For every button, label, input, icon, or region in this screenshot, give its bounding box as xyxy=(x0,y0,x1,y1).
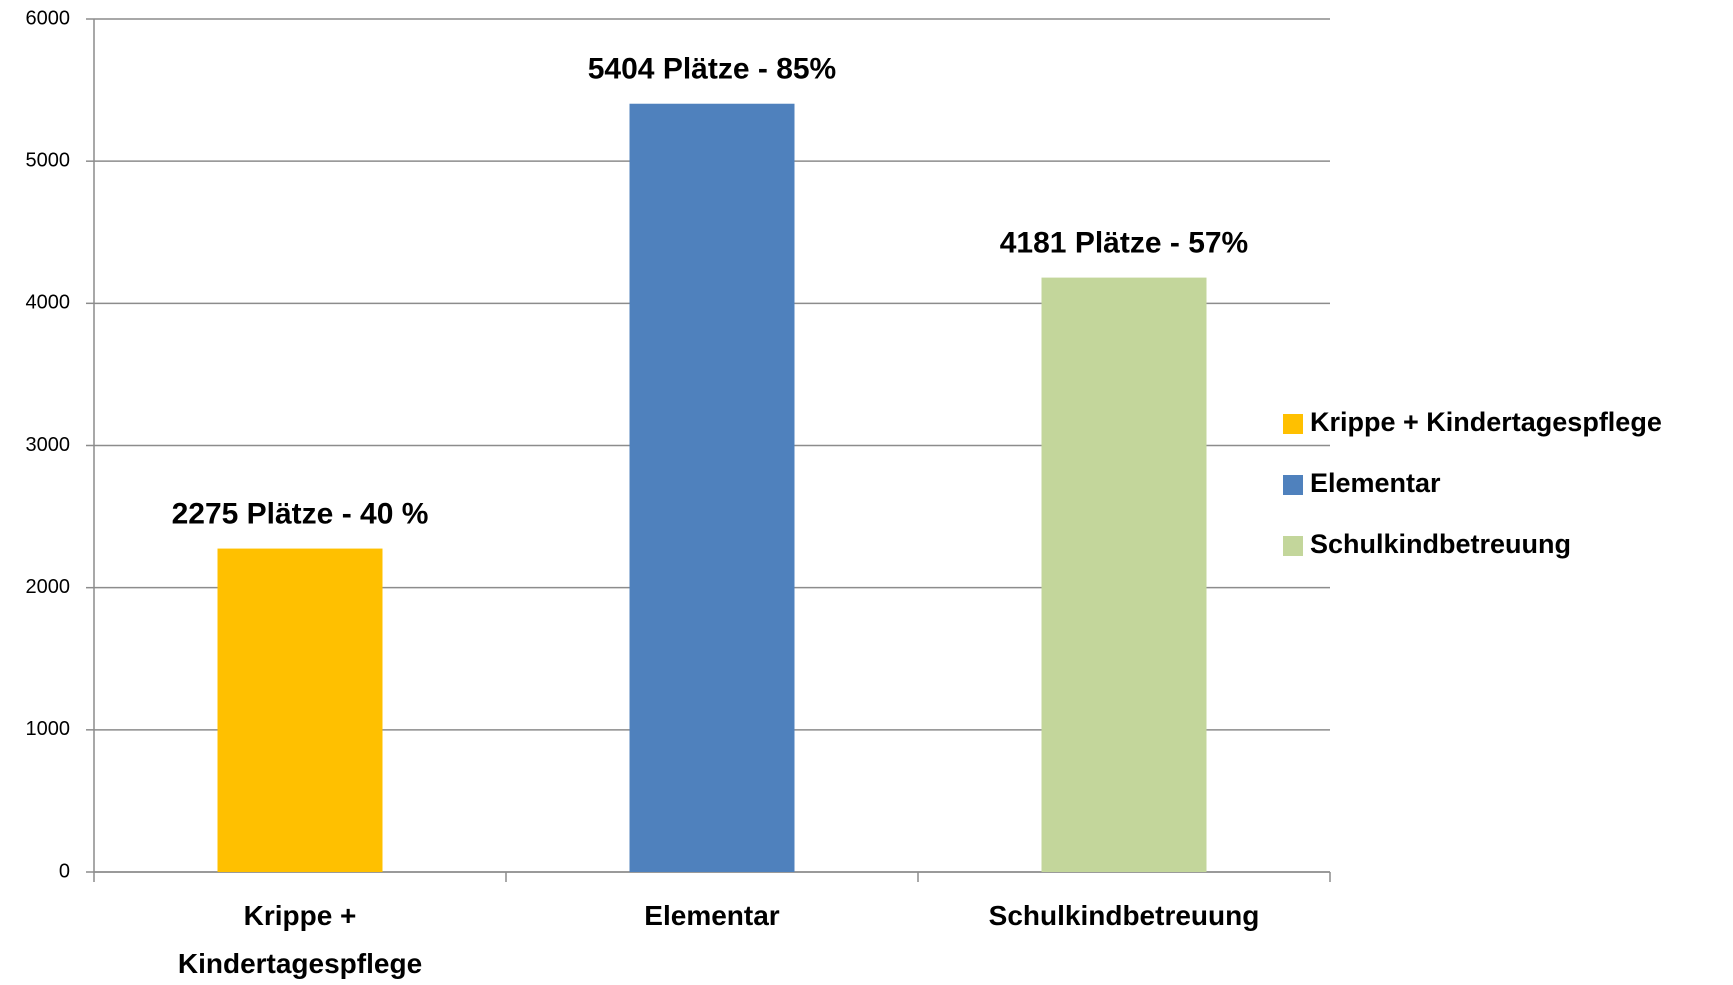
y-tick-label: 4000 xyxy=(26,292,71,314)
y-tick-label: 6000 xyxy=(26,7,71,29)
x-tick-label: Krippe + Kindertagespflege xyxy=(177,900,423,979)
data-label: 4181 Plätze - 57% xyxy=(1000,227,1248,260)
data-label: 5404 Plätze - 85% xyxy=(588,53,836,86)
data-label: 2275 Plätze - 40 % xyxy=(172,497,429,530)
legend-swatch xyxy=(1283,475,1303,495)
legend-label: Krippe + Kindertagespflege xyxy=(1310,407,1662,437)
legend-label: Elementar xyxy=(1310,468,1441,498)
bar xyxy=(629,103,795,873)
x-tick-label: Schulkindbetreuung xyxy=(988,900,1260,931)
legend-swatch xyxy=(1283,536,1303,556)
x-tick-label: Elementar xyxy=(644,900,780,931)
bar xyxy=(217,548,383,872)
y-tick-label: 0 xyxy=(59,860,70,882)
y-tick-label: 1000 xyxy=(26,718,71,740)
y-tick-label: 2000 xyxy=(26,576,71,598)
legend-label: Schulkindbetreuung xyxy=(1310,529,1571,559)
bar xyxy=(1041,277,1207,872)
legend-swatch xyxy=(1283,414,1303,434)
y-tick-label: 5000 xyxy=(26,149,71,171)
y-tick-label: 3000 xyxy=(26,434,71,456)
